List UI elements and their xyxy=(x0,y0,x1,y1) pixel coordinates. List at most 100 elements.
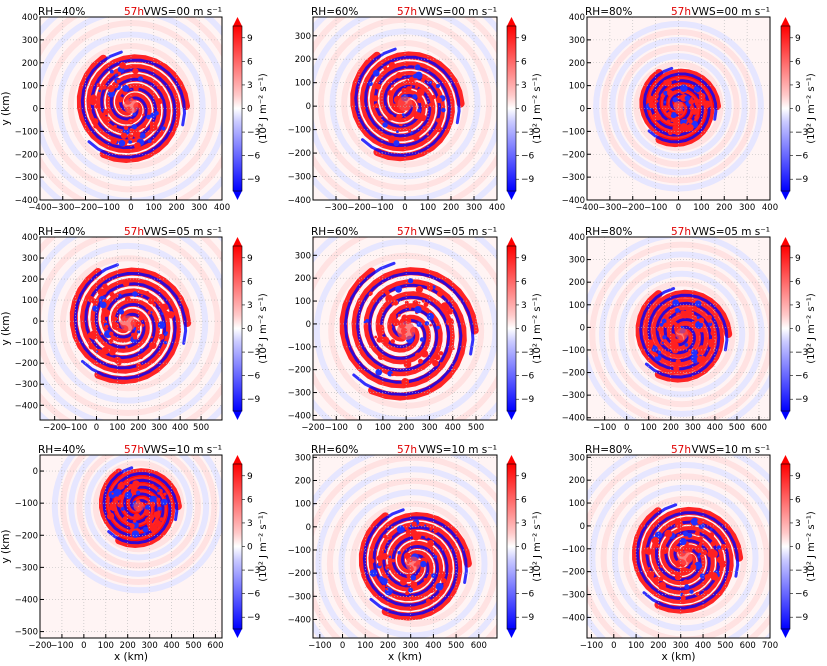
flux-speckle xyxy=(690,517,699,526)
flux-speckle xyxy=(401,378,410,386)
panel-6: −100 0 100 200 300 400 500 600 −400 −300 −200 −100 0… xyxy=(562,226,817,433)
x-tick-label: 300 xyxy=(151,423,167,433)
flux-speckle xyxy=(101,346,110,355)
x-tick-label: 600 xyxy=(751,423,767,433)
flux-speckle xyxy=(139,348,143,352)
flux-speckle xyxy=(670,112,677,119)
flux-speckle xyxy=(382,547,386,550)
colorbar-tick-label: −3 xyxy=(247,566,260,576)
flux-speckle xyxy=(414,305,422,314)
x-tick-label: 400 xyxy=(163,641,179,651)
x-tick-label: 0 xyxy=(81,641,86,651)
y-tick-label: 0 xyxy=(306,523,311,533)
colorbar: 9 6 3 0 −3 −6 −9 (10² J m⁻² s⁻¹) xyxy=(506,455,543,638)
panel-rh-label: RH=40% xyxy=(38,226,85,238)
x-tick-label: −100 xyxy=(50,641,73,651)
flux-speckle xyxy=(118,139,126,147)
flux-speckle xyxy=(689,589,694,594)
flux-speckle xyxy=(160,498,168,506)
y-tick-label: 0 xyxy=(580,105,585,115)
flux-speckle xyxy=(109,291,115,297)
colorbar-tick-label: −6 xyxy=(247,590,261,600)
flux-speckle xyxy=(672,96,679,103)
flux-speckle xyxy=(125,346,128,349)
flux-speckle xyxy=(109,69,114,74)
y-tick-label: −400 xyxy=(15,595,38,605)
colorbar-tick-label: −3 xyxy=(247,348,260,358)
flux-speckle xyxy=(407,583,411,587)
plot-frame xyxy=(586,236,771,421)
flux-speckle xyxy=(691,349,698,356)
colorbar-tick-label: 6 xyxy=(247,495,253,505)
colorbar-label: (10² J m⁻² s⁻¹) xyxy=(806,293,817,364)
flux-speckle xyxy=(412,133,420,141)
flux-speckle xyxy=(372,69,380,77)
colorbar-label: (10² J m⁻² s⁻¹) xyxy=(806,73,817,144)
x-tick-label: −200 xyxy=(28,641,51,651)
colorbar-top-extend xyxy=(781,17,790,26)
y-tick-label: 200 xyxy=(569,278,585,288)
flux-speckle xyxy=(399,578,407,586)
flux-speckle xyxy=(426,284,434,291)
colorbar-tick-label: 6 xyxy=(795,57,801,67)
x-tick-label: 200 xyxy=(398,423,414,433)
y-tick-label: −300 xyxy=(288,592,311,602)
panel-3: −400 −300 −200 −100 0 100 200 300 400−400−300−20… xyxy=(562,6,817,213)
colorbar: 9 6 3 0 −3 −6 −9 (10² J m⁻² s⁻¹) xyxy=(232,17,269,200)
colorbar-tick-label: 9 xyxy=(521,472,527,482)
flux-speckle xyxy=(376,336,383,343)
y-tick-label: 200 xyxy=(22,275,38,285)
colorbar-top-extend xyxy=(781,237,790,246)
flux-speckle xyxy=(426,312,435,321)
x-tick-label: −100 xyxy=(97,203,120,213)
panel-time-label: 57h xyxy=(124,226,144,238)
flux-speckle xyxy=(438,351,444,356)
x-tick-label: 0 xyxy=(128,203,133,213)
y-tick-label: −200 xyxy=(15,531,38,541)
y-tick-label: −100 xyxy=(15,338,38,348)
y-tick-label: −200 xyxy=(288,366,311,376)
flux-speckle xyxy=(132,485,138,491)
flux-speckle xyxy=(651,345,658,352)
flux-speckle xyxy=(108,339,114,344)
y-tick-label: 300 xyxy=(295,453,311,463)
y-tick-label: −400 xyxy=(562,414,585,424)
flux-speckle xyxy=(697,518,704,525)
colorbar-body xyxy=(232,463,243,630)
flux-speckle xyxy=(709,320,712,324)
flux-speckle xyxy=(157,506,162,511)
x-tick-label: 100 xyxy=(693,203,709,213)
flux-speckle xyxy=(123,511,127,514)
flux-speckle xyxy=(667,102,670,106)
flux-speckle xyxy=(652,92,659,100)
negative-band xyxy=(364,55,461,138)
y-tick-label: −100 xyxy=(562,346,585,356)
flux-speckle xyxy=(419,114,427,122)
flux-speckle xyxy=(146,114,151,120)
x-tick-label: 100 xyxy=(109,423,125,433)
panel-time-label: 57h xyxy=(671,226,691,238)
x-axis-label: x (km) xyxy=(661,651,695,663)
flux-speckle xyxy=(659,322,664,327)
vortex-core xyxy=(675,327,688,341)
flux-speckle xyxy=(423,302,429,307)
colorbar-top-extend xyxy=(233,237,242,246)
flux-speckle xyxy=(414,64,421,71)
flux-speckle xyxy=(410,574,417,581)
colorbar-tick-label: 6 xyxy=(247,277,253,287)
colorbar-tick-label: −6 xyxy=(795,590,809,600)
flux-speckle xyxy=(388,61,396,69)
flux-speckle xyxy=(157,492,160,495)
outer-ring xyxy=(326,477,497,638)
y-tick-label: 100 xyxy=(295,79,311,89)
flux-speckle xyxy=(698,317,705,324)
colorbar-tick-label: 3 xyxy=(247,301,253,311)
outer-ring xyxy=(609,36,748,176)
flux-speckle xyxy=(703,100,711,108)
negative-band xyxy=(109,472,179,531)
panel-vws-label: VWS=05 m s⁻¹ xyxy=(143,226,222,238)
flux-speckle xyxy=(674,76,681,82)
flux-speckle xyxy=(111,322,120,330)
flux-speckle xyxy=(679,567,688,575)
flux-speckle xyxy=(380,585,384,589)
